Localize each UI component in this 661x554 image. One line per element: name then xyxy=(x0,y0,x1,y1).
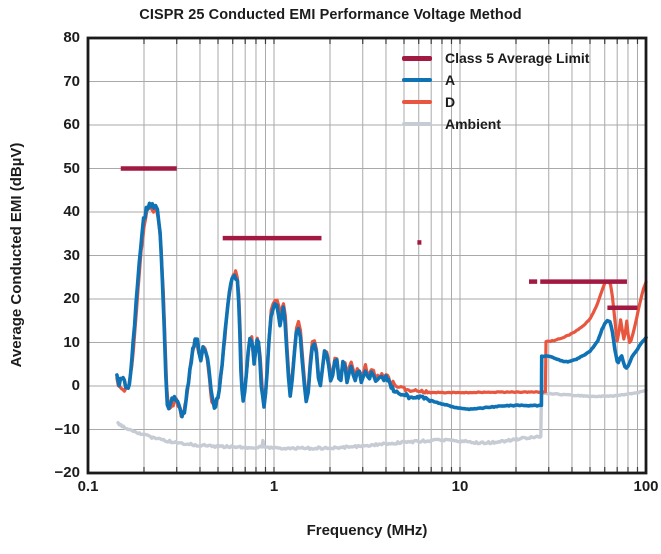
y-tick-label: 10 xyxy=(63,333,80,351)
y-tick-label: 50 xyxy=(63,159,80,177)
legend-item-ambient: Ambient xyxy=(402,113,589,135)
legend-swatch-ambient xyxy=(402,122,432,126)
y-tick-label: 60 xyxy=(63,116,80,133)
legend: Class 5 Average Limit A D Ambient xyxy=(402,47,589,135)
x-tick-label: 1 xyxy=(269,478,279,495)
y-tick-label: 20 xyxy=(63,290,80,307)
y-tick-label: 80 xyxy=(63,29,80,46)
x-tick-label: 10 xyxy=(451,478,469,495)
legend-swatch-limit xyxy=(402,55,432,61)
series-a xyxy=(115,201,648,419)
y-tick-label: 70 xyxy=(63,72,80,90)
legend-label-ambient: Ambient xyxy=(445,116,501,132)
y-tick-label: 0 xyxy=(71,377,80,394)
x-axis-title: Frequency (MHz) xyxy=(306,522,428,539)
legend-item-d: D xyxy=(402,91,589,113)
y-tick-label: −20 xyxy=(54,464,80,481)
legend-item-class5-average-limit: Class 5 Average Limit xyxy=(402,47,589,69)
plot-border xyxy=(86,36,648,475)
series-ambient xyxy=(116,388,648,451)
legend-label-d: D xyxy=(445,94,456,110)
chart-title: CISPR 25 Conducted EMI Performance Volta… xyxy=(139,7,522,23)
legend-item-a: A xyxy=(402,69,589,91)
legend-label-a: A xyxy=(445,72,456,88)
x-tick-label: 0.1 xyxy=(77,478,99,495)
legend-label-limit: Class 5 Average Limit xyxy=(445,50,590,66)
series-d xyxy=(115,205,648,418)
legend-swatch-a xyxy=(402,78,432,82)
x-tick-label: 100 xyxy=(633,478,659,495)
legend-swatch-d xyxy=(402,100,432,104)
y-tick-label: −10 xyxy=(54,420,80,438)
y-tick-label: 40 xyxy=(63,203,80,220)
y-tick-label: 30 xyxy=(63,246,80,264)
